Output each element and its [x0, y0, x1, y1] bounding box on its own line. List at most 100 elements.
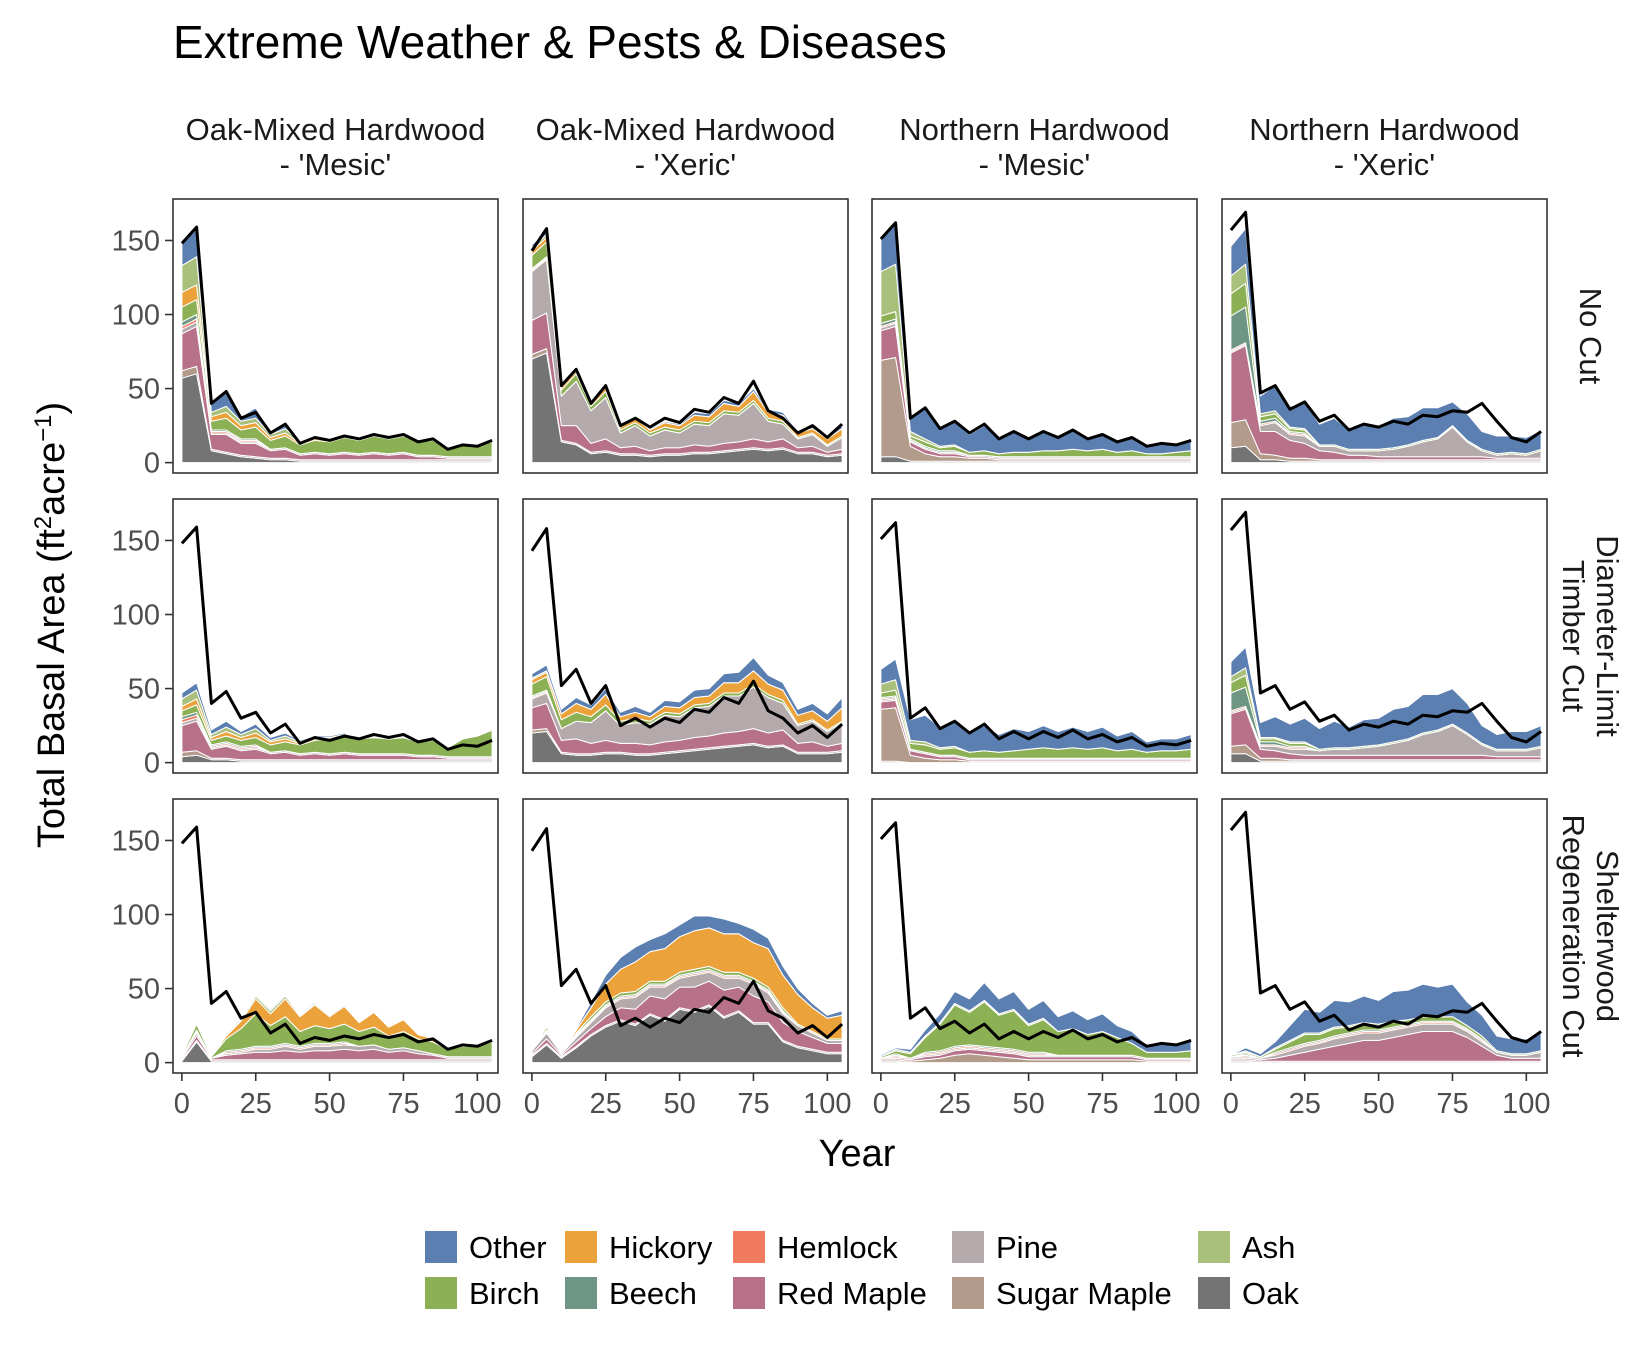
- area-other: [880, 982, 1192, 1058]
- legend-label: Red Maple: [777, 1276, 927, 1311]
- x-tick-label: 25: [1289, 1088, 1321, 1120]
- panel-border: [871, 798, 1198, 1074]
- total-line: [879, 521, 1192, 748]
- y-tick-label: 150: [112, 225, 160, 257]
- legend-swatch: [565, 1277, 597, 1309]
- y-tick-label: 50: [128, 374, 160, 406]
- panel-3-1: [172, 798, 499, 1074]
- total-line: [180, 525, 493, 751]
- panel-3-2: [522, 798, 849, 1074]
- legend-item-other: Other: [425, 1230, 547, 1265]
- area-other: [531, 915, 843, 1055]
- column-header-4: Northern Hardwood - 'Xeric': [1249, 112, 1520, 182]
- y-tick-label: 100: [112, 300, 160, 332]
- x-tick-label: 25: [590, 1088, 622, 1120]
- panel-border: [1221, 798, 1548, 1074]
- panel-1-4: [1221, 198, 1548, 474]
- y-tick-label: 0: [144, 1048, 160, 1080]
- legend-swatch: [733, 1231, 765, 1263]
- legend-swatch: [952, 1231, 984, 1263]
- total-line: [530, 527, 844, 739]
- y-axis-label: Total Basal Area (ft2acre−1): [30, 402, 74, 848]
- panel-3-3: [871, 798, 1198, 1074]
- column-header-3: Northern Hardwood - 'Mesic': [899, 112, 1170, 182]
- legend-item-oak: Oak: [1198, 1276, 1299, 1311]
- legend-item-hemlock: Hemlock: [733, 1230, 898, 1265]
- legend-swatch: [1198, 1277, 1230, 1309]
- legend-item-ash: Ash: [1198, 1230, 1295, 1265]
- total-line: [180, 825, 493, 1051]
- panel-border: [522, 798, 849, 1074]
- total-line: [879, 221, 1192, 448]
- panel-border: [172, 798, 499, 1074]
- x-tick-label: 100: [1152, 1088, 1200, 1120]
- x-tick-label: 75: [387, 1088, 419, 1120]
- panel-border: [522, 498, 849, 774]
- legend-item-hickory: Hickory: [565, 1230, 713, 1265]
- total-line: [530, 827, 844, 1039]
- legend-item-pine: Pine: [952, 1230, 1058, 1265]
- panel-2-1: [172, 498, 499, 774]
- legend-label: Hickory: [609, 1230, 713, 1265]
- y-tick-label: 50: [128, 974, 160, 1006]
- panel-3-4: [1221, 798, 1548, 1074]
- column-header-1: Oak-Mixed Hardwood - 'Mesic': [186, 112, 486, 182]
- legend-label: Hemlock: [777, 1230, 898, 1265]
- y-tick-label: 0: [144, 748, 160, 780]
- x-tick-label: 0: [174, 1088, 190, 1120]
- panel-border: [871, 498, 1198, 774]
- x-axis-label: Year: [819, 1133, 896, 1175]
- x-tick-label: 0: [873, 1088, 889, 1120]
- legend-label: Ash: [1242, 1230, 1295, 1265]
- x-tick-label: 100: [803, 1088, 851, 1120]
- panel-border: [871, 198, 1198, 474]
- panel-border: [1221, 198, 1548, 474]
- x-tick-label: 50: [1012, 1088, 1044, 1120]
- legend-label: Oak: [1242, 1276, 1299, 1311]
- x-tick-label: 25: [240, 1088, 272, 1120]
- column-header-2: Oak-Mixed Hardwood - 'Xeric': [536, 112, 836, 182]
- y-tick-label: 50: [128, 674, 160, 706]
- panel-2-4: [1221, 498, 1548, 774]
- legend-label: Sugar Maple: [996, 1276, 1172, 1311]
- y-tick-label: 150: [112, 825, 160, 857]
- legend-label: Beech: [609, 1276, 697, 1311]
- legend-item-sugar-maple: Sugar Maple: [952, 1276, 1172, 1311]
- x-tick-label: 100: [1502, 1088, 1550, 1120]
- chart-title: Extreme Weather & Pests & Diseases: [173, 16, 947, 68]
- x-tick-label: 50: [1362, 1088, 1394, 1120]
- legend-swatch: [425, 1231, 457, 1263]
- panel-1-3: [871, 198, 1198, 474]
- legend-swatch: [733, 1277, 765, 1309]
- legend-label: Pine: [996, 1230, 1058, 1265]
- legend-swatch: [1198, 1231, 1230, 1263]
- x-tick-label: 50: [663, 1088, 695, 1120]
- y-tick-label: 100: [112, 900, 160, 932]
- total-line: [1229, 510, 1542, 744]
- legend-item-beech: Beech: [565, 1276, 697, 1311]
- legend-item-birch: Birch: [425, 1276, 540, 1311]
- row-header-2: Diameter-LimitTimber Cut: [1556, 535, 1625, 737]
- x-tick-label: 0: [524, 1088, 540, 1120]
- row-header-3: ShelterwoodRegeneration Cut: [1556, 815, 1625, 1058]
- row-header-1: No Cut: [1573, 288, 1608, 385]
- legend-swatch: [952, 1277, 984, 1309]
- area-other: [181, 682, 493, 749]
- panel-border: [172, 198, 499, 474]
- x-tick-label: 50: [313, 1088, 345, 1120]
- panel-border: [172, 498, 499, 774]
- total-line: [180, 225, 493, 451]
- x-tick-label: 75: [1436, 1088, 1468, 1120]
- total-line: [530, 227, 844, 439]
- x-tick-label: 75: [1086, 1088, 1118, 1120]
- panel-1-1: [172, 198, 499, 474]
- total-line: [1229, 810, 1542, 1044]
- legend-swatch: [425, 1277, 457, 1309]
- panel-border: [1221, 498, 1548, 774]
- y-tick-label: 0: [144, 448, 160, 480]
- area-other: [531, 657, 843, 722]
- panels: Oak-Mixed Hardwood - 'Mesic' Oak-Mixed Har…: [112, 112, 1625, 1120]
- panel-2-2: [522, 498, 849, 774]
